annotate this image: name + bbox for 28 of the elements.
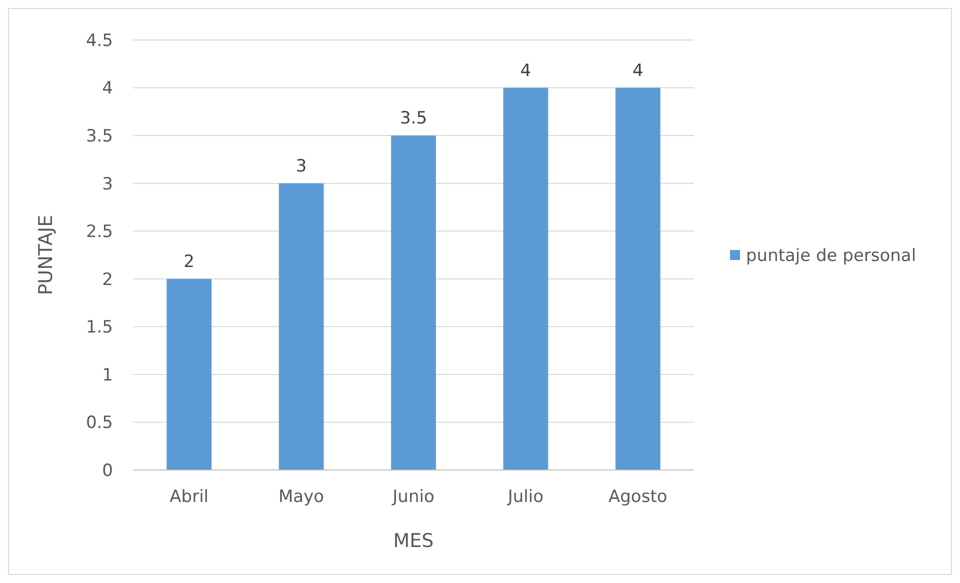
y-axis-title: PUNTAJE: [35, 214, 57, 296]
bar: [503, 88, 548, 470]
y-tick-label: 2: [102, 270, 113, 290]
y-tick-label: 4.5: [86, 30, 113, 51]
x-tick-label: Agosto: [608, 487, 668, 507]
data-label: 4: [520, 60, 532, 81]
legend-label: puntaje de personal: [746, 246, 916, 266]
x-axis-title: MES: [393, 530, 434, 552]
x-tick-label: Junio: [392, 487, 434, 507]
y-tick-label: 1.5: [86, 318, 113, 338]
bar: [615, 88, 660, 470]
data-label: 3.5: [400, 108, 428, 129]
y-tick-label: 2.5: [86, 222, 113, 242]
y-tick-label: 0.5: [86, 413, 113, 434]
y-tick-label: 3: [102, 174, 113, 194]
bar: [278, 183, 324, 470]
x-tick-label: Julio: [506, 487, 544, 507]
x-tick-label: Abril: [170, 487, 209, 507]
y-tick-label: 3.5: [86, 126, 113, 147]
data-label: 3: [296, 156, 307, 176]
y-tick-label: 4: [102, 78, 113, 99]
data-label: 2: [184, 252, 195, 272]
y-tick-label: 0: [102, 460, 113, 481]
data-label: 4: [632, 60, 644, 81]
bar: [166, 278, 212, 470]
bar: [391, 136, 436, 470]
x-tick-label: Mayo: [278, 487, 324, 507]
y-tick-label: 1: [102, 365, 113, 386]
